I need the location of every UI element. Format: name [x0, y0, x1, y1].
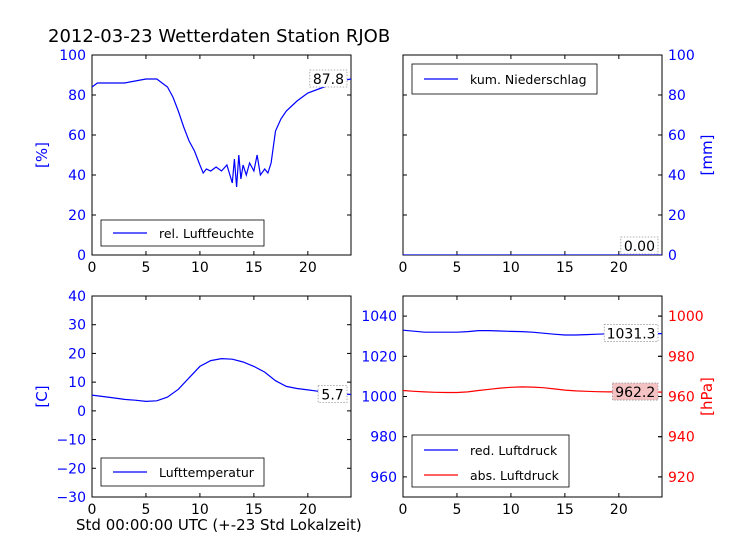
y-tick-label: 20: [68, 208, 86, 224]
x-tick-label: 5: [452, 502, 461, 518]
last-value-box: [603, 324, 659, 342]
legend-label: red. Luftdruck: [470, 443, 558, 458]
last-value-label: 0.00: [624, 239, 655, 255]
y-right-tick-label: 980: [668, 349, 695, 365]
last-value-label: 87.8: [313, 72, 344, 88]
y-tick-label: 60: [68, 128, 86, 144]
y-tick-label: 0: [77, 248, 86, 264]
last-value-box: [612, 382, 659, 401]
y-tick-label: 40: [668, 168, 686, 184]
last-value-label: 962.2: [615, 385, 655, 401]
y-tick-label: 100: [59, 48, 86, 64]
y-tick-label: −20: [56, 461, 86, 477]
legend-box: [411, 434, 570, 488]
last-value-label: 1031.3: [607, 327, 656, 343]
x-tick-label: 10: [502, 502, 520, 518]
y-tick-label: 60: [668, 128, 686, 144]
last-value-box: [620, 236, 659, 255]
legend-label: Lufttemperatur: [159, 465, 255, 480]
y-tick-label: 960: [370, 470, 397, 486]
last-value-box: [309, 69, 348, 88]
y-tick-label: −10: [56, 433, 86, 449]
x-tick-label: 15: [245, 260, 263, 276]
legend-label: rel. Luftfeuchte: [159, 226, 254, 241]
y-tick-label: 80: [668, 88, 686, 104]
x-tick-label: 10: [502, 260, 520, 276]
subplot-4: 0 5 10 15 20 960 980 1000 1020 1040 920 940 960 980 10…: [361, 295, 716, 518]
subplot-2: 0 5 10 15 20 0 20 40 60 80 100 [mm] 0.00 kum. Nieders…: [399, 48, 716, 276]
y-right-tick-label: 920: [668, 470, 695, 486]
y-tick-label: 20: [668, 208, 686, 224]
x-tick-label: 20: [299, 260, 317, 276]
x-tick-label: 10: [191, 502, 209, 518]
figure-title: 2012-03-23 Wetterdaten Station RJOB: [48, 26, 391, 47]
y-tick-label: 30: [68, 318, 86, 334]
y-tick-label: 980: [370, 430, 397, 446]
y-tick-label: −30: [56, 490, 86, 506]
x-tick-label: 5: [141, 502, 150, 518]
series-line: [92, 357, 351, 403]
y-right-tick-label: 960: [668, 390, 695, 406]
x-tick-label: 20: [610, 260, 628, 276]
y-right-tick-label: 1000: [668, 309, 704, 325]
x-axis-caption: Std 00:00:00 UTC (+-23 Std Lokalzeit): [76, 516, 362, 534]
y-tick-label: 1000: [361, 390, 397, 406]
y-tick-label: 1020: [361, 349, 397, 365]
last-value-box: [317, 385, 348, 403]
plot-frame: [91, 54, 352, 256]
legend-label: kum. Niederschlag: [470, 72, 587, 87]
x-tick-label: 20: [299, 502, 317, 518]
y-axis-label: [%]: [33, 142, 51, 168]
y-tick-label: 0: [668, 248, 677, 264]
subplot-1: 0 5 10 15 20 0 20 40 60 80 100 [%] 87.8 rel. Luftfeuc…: [33, 48, 352, 276]
x-tick-label: 5: [141, 260, 150, 276]
y-tick-label: 40: [68, 289, 86, 305]
y-tick-label: 20: [68, 346, 86, 362]
x-tick-label: 15: [556, 502, 574, 518]
x-tick-label: 20: [610, 502, 628, 518]
y-right-tick-label: 940: [668, 430, 695, 446]
x-tick-label: 0: [399, 260, 408, 276]
x-tick-label: 0: [88, 260, 97, 276]
y-axis-label: [mm]: [698, 135, 716, 176]
legend-label: abs. Luftdruck: [470, 468, 560, 483]
series-line: [92, 78, 351, 188]
y-tick-label: 100: [668, 48, 695, 64]
y-tick-label: 1040: [361, 309, 397, 325]
last-value-label: 5.7: [321, 387, 343, 403]
plot-frame: [91, 295, 352, 498]
x-tick-label: 0: [88, 502, 97, 518]
x-tick-label: 0: [399, 502, 408, 518]
x-tick-label: 5: [452, 260, 461, 276]
y-tick-label: 0: [77, 404, 86, 420]
x-tick-label: 15: [245, 502, 263, 518]
y-tick-label: 40: [68, 168, 86, 184]
y-tick-label: 10: [68, 375, 86, 391]
y-axis-label: [hPa]: [698, 377, 716, 416]
subplot-3: 0 5 10 15 20 −30 −20 −10 0 10 20 30 40 [C] 5.7 Lufttemp…: [33, 289, 352, 518]
x-tick-label: 10: [191, 260, 209, 276]
y-tick-label: 80: [68, 88, 86, 104]
y-axis-label: [C]: [33, 385, 51, 407]
x-tick-label: 15: [556, 260, 574, 276]
